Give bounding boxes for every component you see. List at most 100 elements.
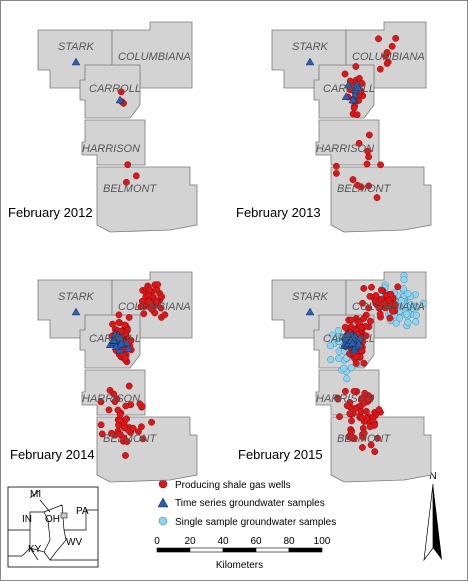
county-label: BELMONT: [103, 433, 157, 445]
shale-gas-well: [332, 162, 340, 170]
county-label: HARRISON: [82, 143, 140, 155]
time-series-sample: [305, 307, 315, 316]
arrow-half: [433, 484, 442, 560]
legend-label: Producing shale gas wells: [175, 480, 291, 491]
shale-gas-well: [388, 42, 396, 50]
time-series-sample: [353, 83, 363, 91]
county-label: BELMONT: [103, 183, 157, 195]
shale-gas-well: [383, 60, 391, 67]
time-series-sample: [343, 80, 353, 89]
legend-symbol: [158, 479, 168, 489]
inset-study-area: [60, 512, 68, 519]
panel-caption: February 2013: [236, 205, 321, 220]
shale-gas-well: [98, 430, 106, 438]
shale-gas-well: [350, 387, 358, 395]
scale-tick-label: 20: [184, 536, 196, 547]
shale-gas-well: [366, 292, 374, 300]
time-series-sample: [354, 339, 364, 348]
scale-tick-label: 60: [250, 536, 262, 547]
legend-symbol: [157, 497, 169, 508]
single-sample: [347, 364, 355, 372]
county: [330, 416, 432, 483]
shale-gas-well: [129, 424, 137, 432]
single-sample: [400, 276, 408, 284]
map-panel: STARK COLUMBIANA CARROLL HARRISON BELMONT: [271, 271, 432, 483]
shale-gas-well: [363, 160, 371, 168]
time-series-sample: [348, 338, 357, 347]
inset-label: IN: [22, 514, 32, 525]
shale-gas-well: [341, 387, 349, 395]
county-label: BELMONT: [337, 433, 391, 445]
shale-gas-well: [365, 304, 373, 312]
time-series-sample: [116, 339, 126, 348]
map-panel: STARK COLUMBIANA CARROLL HARRISON BELMONT: [37, 271, 198, 483]
time-series-sample: [115, 333, 125, 342]
shale-gas-well: [123, 438, 131, 445]
single-sample: [340, 364, 348, 372]
shale-gas-well: [123, 415, 130, 423]
inset-label: OH: [45, 514, 60, 525]
single-sample: [412, 318, 420, 326]
panels: STARKCOLUMBIANACARROLLHARRISONBELMONTSTA…: [37, 21, 432, 483]
scale-segment: [222, 547, 257, 553]
single-sample: [404, 290, 412, 298]
shale-gas-well: [132, 172, 140, 180]
shale-gas-well: [348, 434, 356, 442]
inset-map: MI IN OH PA KY WV: [7, 486, 99, 568]
shale-gas-well: [361, 389, 369, 397]
shale-gas-well: [358, 80, 366, 87]
shale-gas-well: [334, 395, 342, 403]
shale-gas-well: [161, 311, 169, 319]
shale-gas-well: [360, 399, 368, 407]
county-label: COLUMBIANA: [352, 51, 425, 63]
shale-gas-well: [336, 413, 343, 420]
shale-gas-well: [355, 319, 363, 326]
shale-gas-well: [111, 398, 119, 406]
time-series-sample: [341, 92, 351, 100]
shale-gas-well: [138, 423, 145, 431]
shale-gas-well: [387, 290, 395, 298]
single-sample: [328, 331, 336, 339]
shale-gas-well: [146, 286, 154, 294]
shale-gas-well: [394, 283, 402, 291]
county-label: STARK: [292, 291, 329, 303]
shale-gas-well: [368, 283, 375, 291]
shale-gas-well: [360, 359, 368, 367]
county-label: STARK: [58, 41, 95, 53]
shale-gas-well: [366, 317, 374, 325]
county-label: CARROLL: [323, 83, 375, 95]
single-sample: [334, 327, 342, 335]
shale-gas-well: [137, 303, 145, 311]
shale-gas-well: [377, 286, 385, 294]
shale-gas-well: [376, 65, 384, 73]
scale-unit: Kilometers: [216, 560, 263, 571]
legend-label: Single sample groundwater samples: [175, 517, 336, 528]
single-sample: [413, 303, 421, 311]
county: [315, 119, 380, 166]
shale-gas-well: [120, 424, 128, 432]
shale-gas-well: [375, 35, 382, 43]
shale-gas-well: [122, 402, 130, 410]
map-panel: STARK COLUMBIANA CARROLL HARRISON BELMONT: [271, 21, 432, 233]
shale-gas-well: [373, 194, 381, 201]
single-sample: [412, 311, 420, 319]
shale-gas-well: [148, 305, 156, 313]
shale-gas-well: [383, 49, 391, 56]
shale-gas-well: [371, 448, 379, 456]
time-series-sample: [71, 57, 81, 66]
inset-borders: [8, 489, 98, 561]
panel-caption: February 2012: [8, 205, 93, 220]
inset-label: WV: [66, 537, 82, 548]
shale-gas-well: [348, 417, 355, 425]
shale-gas-well: [353, 111, 361, 119]
shale-gas-well: [109, 320, 116, 328]
single-sample: [396, 314, 404, 322]
panel-caption: February 2014: [10, 447, 95, 462]
shale-gas-well: [135, 428, 142, 436]
shale-gas-well: [108, 429, 115, 437]
legend-symbol: [158, 516, 168, 526]
shale-gas-well: [122, 178, 130, 186]
shale-gas-well: [121, 321, 129, 329]
single-sample: [398, 297, 406, 305]
